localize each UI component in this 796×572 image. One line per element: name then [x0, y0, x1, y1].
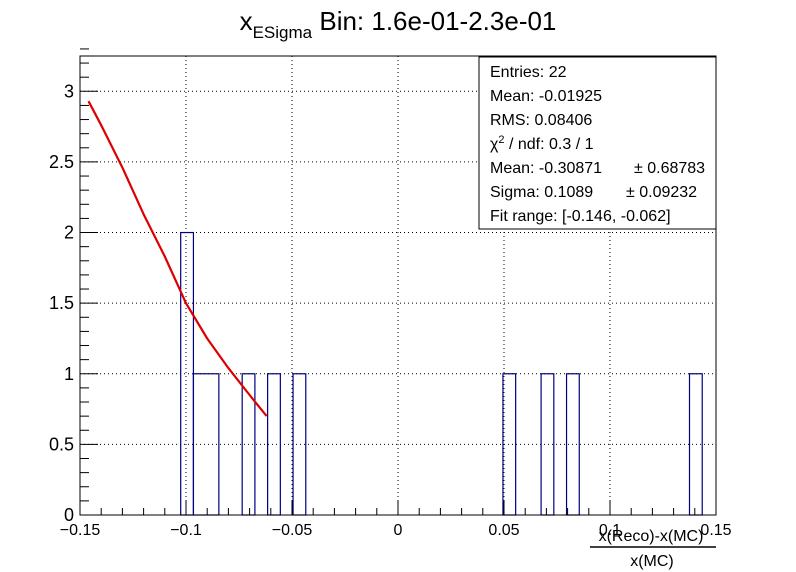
stats-fit-mean: Mean: -0.30871	[490, 160, 602, 177]
histogram-bin-0	[180, 231, 195, 516]
stats-box-frame	[478, 56, 717, 230]
chart-title: xESigma Bin: 1.6e-01-2.3e-01	[240, 6, 557, 42]
x-tick-label-1: −0.1	[170, 522, 202, 539]
x-tick-label-0: −0.15	[60, 522, 101, 539]
stats-entries: Entries: 22	[490, 64, 567, 81]
x-axis-title: x(Reco)-x(MC) x(MC)	[590, 528, 716, 570]
histogram-bin-3	[267, 373, 281, 516]
gaussian-fit-curve	[87, 100, 268, 417]
stats-fit-sigma: Sigma: 0.1089	[490, 184, 593, 201]
histogram-bin-1	[192, 373, 220, 516]
x-tick-label-3: 0	[394, 522, 403, 539]
title-subscript: ESigma	[253, 23, 313, 42]
x-axis-title-denominator: x(MC)	[630, 553, 674, 570]
histogram-bin-6	[540, 373, 555, 516]
x-tick-label-2: −0.05	[272, 522, 313, 539]
x-axis: −0.15 −0.1 −0.05 0 0.05 0.1 0.15	[60, 501, 732, 539]
histogram-bins	[180, 231, 703, 516]
y-tick-label-2: 1	[64, 364, 74, 384]
stats-fit-mean-error: ± 0.68783	[634, 160, 705, 177]
title-symbol: x	[240, 6, 253, 36]
y-tick-label-1: 0.5	[49, 434, 74, 454]
chi-ndf-value: / ndf: 0.3 / 1	[505, 136, 594, 153]
stats-fit-range: Fit range: [-0.146, -0.062]	[490, 208, 671, 225]
stats-mean: Mean: -0.01925	[490, 88, 602, 105]
chi-symbol: χ	[490, 136, 499, 153]
title-bin-range: Bin: 1.6e-01-2.3e-01	[312, 6, 556, 36]
fit-curve-layer	[87, 100, 268, 417]
stats-chi2-ndf: χ2 / ndf: 0.3 / 1	[490, 134, 594, 153]
y-axis: 0 0.5 1 1.5 2 2.5 3	[49, 48, 98, 525]
chi-superscript: 2	[498, 134, 504, 146]
histogram-bin-4	[292, 373, 307, 516]
stats-rms: RMS: 0.08406	[490, 112, 592, 129]
x-tick-label-6: 0.15	[700, 522, 731, 539]
y-tick-label-6: 3	[64, 81, 74, 101]
y-tick-label-5: 2.5	[49, 152, 74, 172]
stats-box: Entries: 22 Mean: -0.01925 RMS: 0.08406 …	[478, 56, 717, 230]
stats-fit-sigma-error: ± 0.09232	[626, 184, 697, 201]
y-tick-label-4: 2	[64, 223, 74, 243]
x-tick-label-5: 0.1	[599, 522, 621, 539]
y-tick-label-3: 1.5	[49, 293, 74, 313]
x-axis-title-numerator: x(Reco)-x(MC)	[599, 528, 704, 545]
y-tick-label-0: 0	[64, 505, 74, 525]
x-tick-label-4: 0.05	[488, 522, 519, 539]
